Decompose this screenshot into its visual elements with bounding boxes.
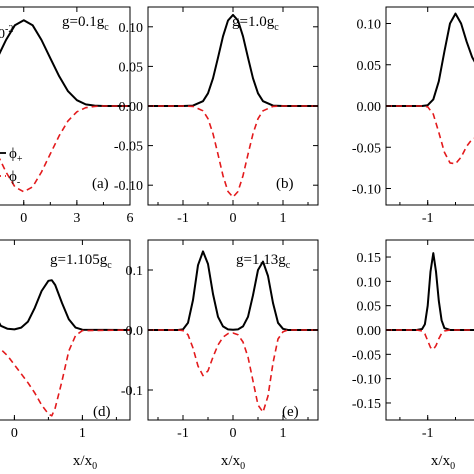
series-phi-plus-line <box>148 13 318 107</box>
plot-area <box>148 250 318 413</box>
coupling-annotation: g=1.13gc <box>236 252 291 271</box>
x-tick-label: 0 <box>20 211 27 226</box>
y-tick-label: 0.15 <box>357 251 382 266</box>
x-axis-label-main: x/x <box>221 453 241 469</box>
y-scale-exponent: -2 <box>5 24 13 35</box>
x-axis-label-main: x/x <box>431 453 451 469</box>
plot-area <box>148 13 318 198</box>
panel-4: 0 1g=1.105gc(d)x/x0 <box>0 239 131 472</box>
y-tick-label: -0.10 <box>352 183 381 198</box>
plot-area <box>386 252 474 351</box>
panel-label: (b) <box>276 176 294 192</box>
legend-entry: ϕ- <box>9 169 20 188</box>
x-tick-label: 1 <box>280 426 287 441</box>
legend-entry-sub: + <box>17 154 23 165</box>
panel-6: -1 0 -0.15 -0.10 -0.05 0.00 0.05 0.10 0.15 x/x0 <box>352 239 474 472</box>
plot-area <box>0 19 130 193</box>
series-phi-minus-line <box>386 329 474 351</box>
x-tick-label: 6 <box>127 211 134 226</box>
x-tick-label: -1 <box>422 426 434 441</box>
coupling-annotation-main: g=1.13g <box>236 252 286 268</box>
axes-frame <box>0 6 131 206</box>
y-scale-multiplier: 0-2 <box>0 24 13 42</box>
x-axis-label-sub: 0 <box>240 461 245 472</box>
coupling-annotation: g=1.105gc <box>50 252 112 271</box>
y-tick-label: 0.00 <box>357 100 382 115</box>
legend-entry-main: ϕ <box>9 146 17 162</box>
x-tick-label: 0 <box>11 426 18 441</box>
y-tick-label: 0.05 <box>357 59 382 74</box>
coupling-annotation-main: g=1.0g <box>232 14 275 30</box>
x-tick-label: -1 <box>422 211 434 226</box>
x-tick-label: -1 <box>177 211 189 226</box>
panel-1: 3036g=0.1gc(a)0-2ϕ+ϕ- <box>0 6 134 226</box>
x-tick-label: 3 <box>73 211 80 226</box>
series-phi-minus-line <box>0 329 130 417</box>
legend: ϕ+ϕ- <box>0 146 23 188</box>
panel-label: (d) <box>93 404 111 420</box>
y-tick-label: 0.10 <box>357 275 382 290</box>
coupling-annotation-sub: c <box>274 22 279 33</box>
x-axis-label-main: x/x <box>73 453 93 469</box>
y-tick-label: 0.05 <box>119 60 144 75</box>
y-tick-label: 0.10 <box>357 18 382 33</box>
series-phi-plus-line <box>386 12 474 107</box>
y-tick-label: 0.0 <box>126 324 144 339</box>
legend-entry-main: ϕ <box>9 169 17 185</box>
x-tick-label: -1 <box>177 426 189 441</box>
y-tick-label: 0.05 <box>357 300 382 315</box>
x-tick-label: 1 <box>79 426 86 441</box>
x-tick-label: 0 <box>230 211 237 226</box>
series-phi-plus-line <box>0 19 130 107</box>
panel-5: -1 0 1-0.10.00.1g=1.13gc(e)x/x0 <box>121 239 319 472</box>
y-tick-label: -0.15 <box>352 397 381 412</box>
plot-area <box>0 279 130 417</box>
panel-label: (e) <box>282 404 299 420</box>
coupling-annotation-main: g=1.105g <box>50 252 108 268</box>
y-tick-label: 0.00 <box>119 100 144 115</box>
series-phi-minus-line <box>0 105 130 193</box>
axes-frame <box>0 239 131 421</box>
y-tick-label: -0.10 <box>352 373 381 388</box>
y-tick-label: -0.10 <box>114 179 143 194</box>
y-tick-label: -0.05 <box>352 348 381 363</box>
coupling-annotation-sub: c <box>107 260 112 271</box>
series-phi-plus-line <box>0 279 130 331</box>
x-axis-label: x/x0 <box>431 453 455 472</box>
panel-3: -10-0.10-0.050.000.050.10 <box>352 6 474 226</box>
panel-label: (a) <box>92 176 109 192</box>
y-tick-label: 0.1 <box>126 264 144 279</box>
y-tick-label: -0.05 <box>114 140 143 155</box>
y-tick-label: 0.00 <box>357 324 382 339</box>
series-phi-minus-line <box>148 329 318 413</box>
series-phi-plus-line <box>386 252 474 331</box>
legend-entry: ϕ+ <box>9 146 23 165</box>
series-phi-minus-line <box>386 105 474 165</box>
x-tick-label: 1 <box>280 211 287 226</box>
x-axis-label-sub: 0 <box>92 461 97 472</box>
coupling-annotation-sub: c <box>286 260 291 271</box>
coupling-annotation-main: g=0.1g <box>62 14 105 30</box>
x-axis-label-sub: 0 <box>450 461 455 472</box>
x-axis-label: x/x0 <box>221 453 245 472</box>
series-phi-minus-line <box>148 105 318 198</box>
y-tick-label: 0.10 <box>119 21 144 36</box>
coupling-annotation: g=1.0gc <box>232 14 279 33</box>
x-axis-label: x/x0 <box>73 453 97 472</box>
y-tick-label: -0.05 <box>352 141 381 156</box>
series-phi-plus-line <box>148 250 318 331</box>
coupling-annotation: g=0.1gc <box>62 14 109 33</box>
y-scale-base: 0 <box>0 27 5 42</box>
x-tick-label: 0 <box>230 426 237 441</box>
coupling-annotation-sub: c <box>104 22 109 33</box>
plot-area <box>386 12 474 165</box>
y-tick-label: -0.1 <box>121 384 143 399</box>
legend-entry-sub: - <box>17 177 20 188</box>
panel-2: -1 0 1 -0.10 -0.05 0.00 0.05 0.10 g=1.0gc (b) <box>114 6 319 226</box>
